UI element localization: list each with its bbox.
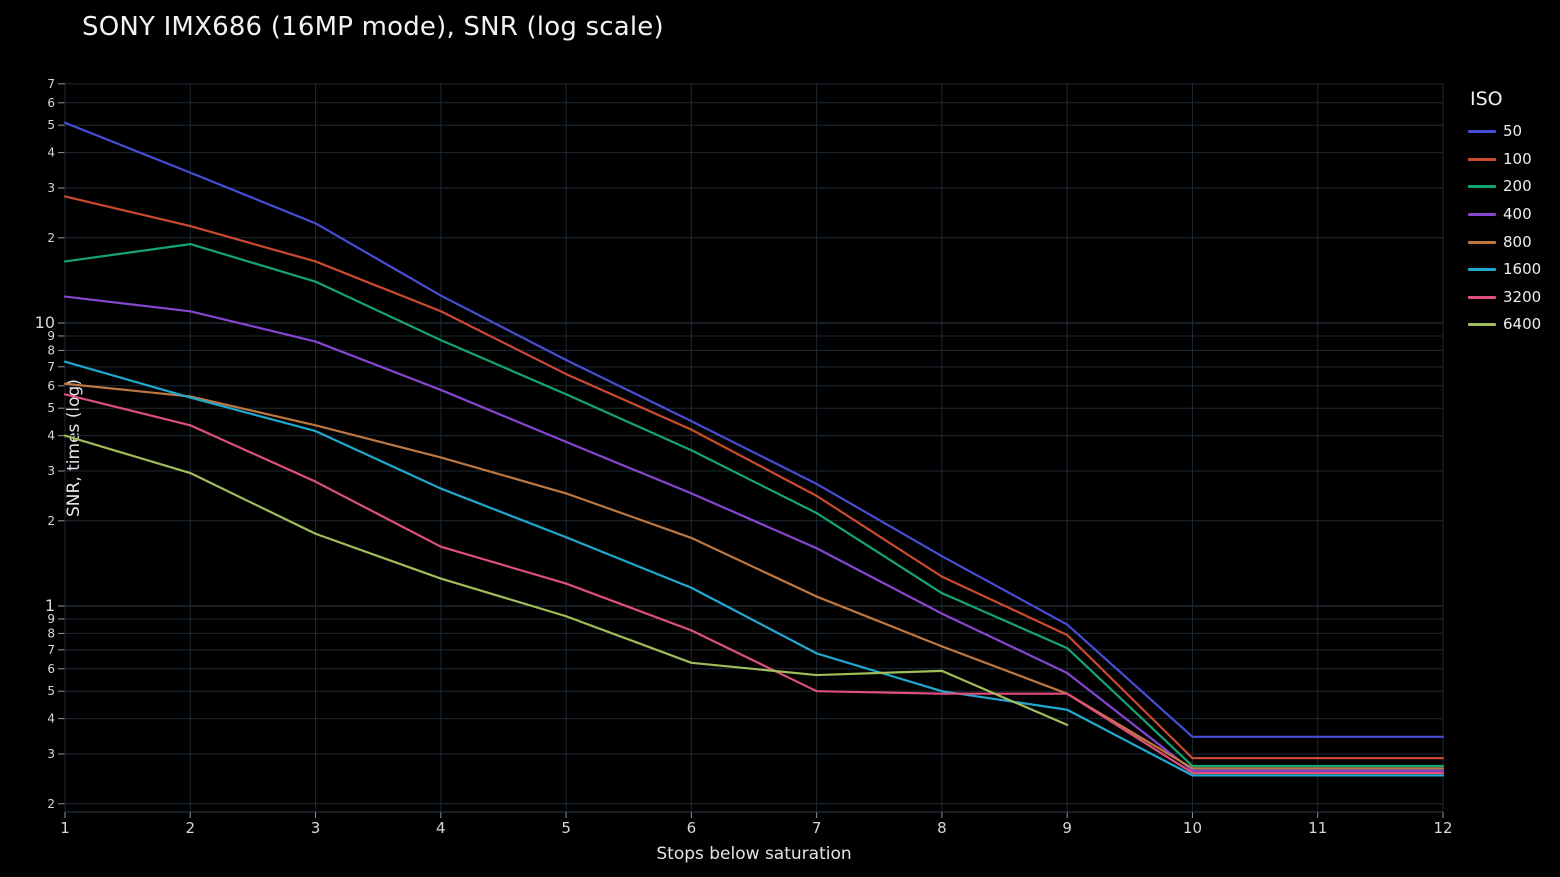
- x-tick-label: 3: [311, 819, 321, 837]
- y-tick-label: 2: [47, 514, 55, 528]
- legend-entry-iso-6400: 6400: [1468, 311, 1541, 339]
- legend-swatch-icon: [1468, 130, 1496, 134]
- y-tick-label: 3: [47, 464, 55, 478]
- legend-entry-iso-200: 200: [1468, 173, 1541, 201]
- legend-label: 100: [1503, 149, 1532, 168]
- legend-entries: 50 100 200 400 800 1600 3200 6400: [1468, 118, 1541, 339]
- x-tick-label: 6: [687, 819, 697, 837]
- y-tick-label: 4: [47, 712, 55, 726]
- y-tick-label: 3: [47, 747, 55, 761]
- legend-label: 3200: [1503, 287, 1542, 306]
- y-tick-label: 10: [35, 313, 55, 332]
- x-tick-label: 1: [60, 819, 70, 837]
- y-tick-label: 2: [47, 231, 55, 245]
- y-tick-label: 5: [47, 118, 55, 132]
- x-tick-label: 5: [561, 819, 571, 837]
- legend-swatch-icon: [1468, 323, 1496, 327]
- legend-swatch-icon: [1468, 295, 1496, 299]
- legend: ISO 50 100 200 400 800 1600 3200 6400: [1468, 88, 1541, 339]
- y-tick-label: 3: [47, 181, 55, 195]
- legend-swatch-icon: [1468, 185, 1496, 189]
- y-tick-label: 7: [47, 77, 55, 91]
- series-line-iso-200: [63, 243, 1445, 768]
- legend-title: ISO: [1470, 88, 1503, 110]
- series-line-iso-6400: [63, 434, 1069, 727]
- legend-label: 200: [1503, 177, 1532, 196]
- legend-swatch-icon: [1468, 268, 1496, 272]
- legend-entry-iso-50: 50: [1468, 118, 1541, 146]
- y-tick-label: 8: [47, 343, 55, 357]
- y-tick-label: 6: [47, 662, 55, 676]
- series-line-iso-3200: [63, 393, 1445, 775]
- legend-entry-iso-1600: 1600: [1468, 256, 1541, 284]
- chart-title: SONY IMX686 (16MP mode), SNR (log scale): [82, 12, 664, 42]
- y-tick-label: 8: [47, 626, 55, 640]
- y-tick-label: 5: [47, 401, 55, 415]
- legend-label: 800: [1503, 232, 1532, 251]
- x-tick-label: 10: [1183, 819, 1202, 837]
- legend-entry-iso-100: 100: [1468, 146, 1541, 174]
- x-tick-label: 4: [436, 819, 446, 837]
- legend-label: 50: [1503, 122, 1523, 141]
- y-tick-label: 6: [47, 96, 55, 110]
- y-tick-label: 7: [47, 643, 55, 657]
- x-tick-label: 9: [1062, 819, 1072, 837]
- y-tick-label: 5: [47, 684, 55, 698]
- series-line-iso-1600: [63, 360, 1445, 777]
- legend-label: 400: [1503, 205, 1532, 224]
- y-tick-label: 7: [47, 360, 55, 374]
- y-tick-label: 2: [47, 797, 55, 811]
- y-tick-label: 9: [47, 612, 55, 626]
- x-tick-label: 7: [812, 819, 822, 837]
- series-line-iso-50: [63, 121, 1445, 738]
- y-tick-label: 9: [47, 329, 55, 343]
- series-line-iso-800: [63, 382, 1445, 770]
- legend-swatch-icon: [1468, 157, 1496, 161]
- x-tick-label: 11: [1308, 819, 1327, 837]
- y-tick-label: 6: [47, 379, 55, 393]
- legend-label: 6400: [1503, 315, 1542, 334]
- series-line-iso-100: [63, 195, 1445, 760]
- x-axis-title: Stops below saturation: [656, 844, 852, 864]
- series-line-iso-400: [63, 295, 1445, 772]
- x-tick-label: 2: [185, 819, 195, 837]
- x-tick-label: 8: [937, 819, 947, 837]
- legend-entry-iso-3200: 3200: [1468, 284, 1541, 312]
- y-tick-label: 4: [47, 429, 55, 443]
- y-tick-label: 4: [47, 146, 55, 160]
- legend-label: 1600: [1503, 260, 1542, 279]
- y-tick-label: 1: [45, 596, 55, 615]
- legend-swatch-icon: [1468, 213, 1496, 217]
- legend-entry-iso-800: 800: [1468, 228, 1541, 256]
- legend-entry-iso-400: 400: [1468, 201, 1541, 229]
- legend-swatch-icon: [1468, 240, 1496, 244]
- x-tick-label: 12: [1433, 819, 1452, 837]
